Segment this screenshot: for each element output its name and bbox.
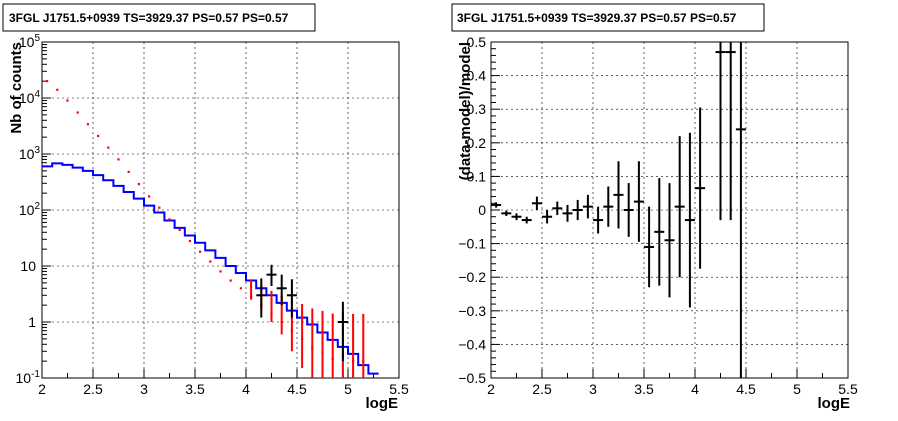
- left-title: 3FGL J1751.5+0939 TS=3929.37 PS=0.57 PS=…: [9, 11, 289, 25]
- right-x-tick-label: 5.5: [838, 381, 858, 397]
- left-panel: 3FGL J1751.5+0939 TS=3929.37 PS=0.57 PS=…: [2, 3, 409, 412]
- right-y-tick-label: 0.1: [467, 168, 487, 184]
- data-points: [46, 80, 365, 378]
- right-y-tick-label: −0.2: [458, 269, 486, 285]
- left-x-tick-label: 2.5: [83, 381, 103, 397]
- right-y-tick-label: 0.4: [467, 68, 487, 84]
- right-grid: [490, 41, 849, 379]
- right-y-tick-label: 0.3: [467, 101, 487, 117]
- right-axis-ticks: 2 2.5 3 3.5 4 4.5 5 5.5 −0.5 −0.4 −0.3 −0.2 −0.1 0 0.1…: [458, 34, 858, 397]
- right-x-tick-label: 3.5: [634, 381, 654, 397]
- left-y-tick-label: 10: [20, 258, 36, 274]
- left-x-tick-label: 2: [38, 381, 46, 397]
- left-y-tick-label: 102: [19, 201, 41, 218]
- right-y-axis-label: (data-model)/model: [457, 42, 474, 180]
- right-y-tick-label: −0.5: [458, 370, 486, 386]
- left-y-axis-label: Nb of counts: [8, 42, 25, 134]
- left-y-tick-label: 104: [19, 89, 41, 106]
- right-y-tick-label: −0.1: [458, 236, 486, 252]
- left-x-tick-label: 5: [344, 381, 352, 397]
- right-x-tick-label: 5: [793, 381, 801, 397]
- right-x-tick-label: 3: [589, 381, 597, 397]
- right-x-axis-label: logE: [818, 395, 851, 412]
- right-x-tick-label: 4.5: [736, 381, 756, 397]
- right-title-box: [451, 3, 765, 32]
- left-x-tick-label: 4.5: [287, 381, 307, 397]
- left-x-tick-label: 3: [140, 381, 148, 397]
- right-y-tick-label: 0.2: [467, 135, 487, 151]
- left-y-tick-label: 10-1: [16, 369, 41, 386]
- residual-points: [491, 42, 746, 378]
- source-points: [256, 264, 348, 362]
- left-axis-ticks: 2 2.5 3 3.5 4 4.5 5 5.5 10-1 1 10 102 103 104 105: [16, 33, 409, 397]
- left-x-tick-label: 5.5: [389, 381, 409, 397]
- left-plot-frame: [41, 41, 400, 379]
- left-x-axis-label: logE: [366, 395, 399, 412]
- left-grid: [41, 41, 400, 379]
- right-y-tick-label: 0: [478, 202, 486, 218]
- right-x-tick-label: 2.5: [532, 381, 552, 397]
- right-x-tick-label: 4: [691, 381, 699, 397]
- left-title-box: [2, 3, 316, 32]
- model-histogram: [42, 162, 379, 375]
- right-y-tick-label: −0.4: [458, 336, 486, 352]
- left-x-tick-label: 4: [242, 381, 250, 397]
- model-step-line: [42, 162, 379, 375]
- left-x-tick-label: 3.5: [185, 381, 205, 397]
- right-x-tick-label: 2: [487, 381, 495, 397]
- right-y-tick-label: 0.5: [467, 34, 487, 50]
- right-title: 3FGL J1751.5+0939 TS=3929.37 PS=0.57 PS=…: [457, 11, 737, 25]
- left-y-tick-label: 105: [19, 33, 41, 50]
- left-y-tick-label: 1: [28, 314, 36, 330]
- left-y-tick-label: 103: [19, 145, 41, 162]
- right-panel: 3FGL J1751.5+0939 TS=3929.37 PS=0.57 PS=…: [451, 3, 858, 412]
- right-y-tick-label: −0.3: [458, 303, 486, 319]
